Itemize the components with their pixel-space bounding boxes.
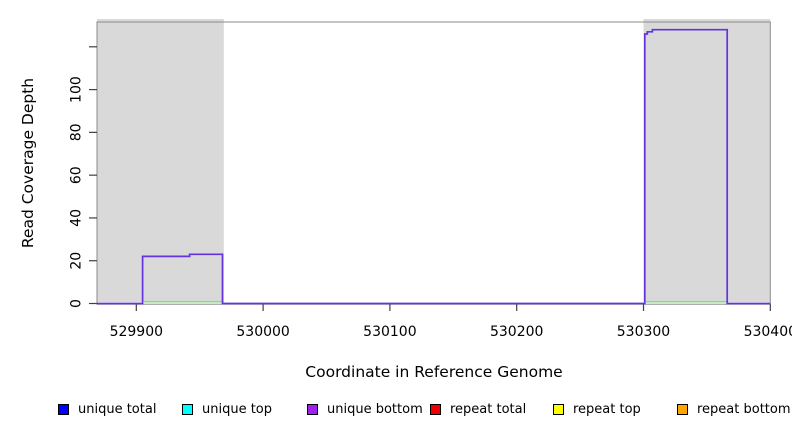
- legend-swatch-icon: [430, 403, 441, 415]
- y-tick-label: 0: [69, 299, 85, 308]
- y-tick-label: 40: [69, 209, 85, 227]
- x-tick-label: 530100: [363, 324, 416, 340]
- x-tick-label: 530000: [236, 324, 289, 340]
- legend-item-repeat-top: repeat top: [553, 401, 641, 417]
- repeat-region-bands: [97, 19, 771, 302]
- x-axis-title: Coordinate in Reference Genome: [305, 363, 562, 381]
- legend-swatch-icon: [307, 403, 318, 415]
- legend-swatch-icon: [677, 403, 688, 415]
- x-tick-label: 530200: [490, 324, 543, 340]
- y-tick-label: 20: [69, 252, 85, 270]
- legend-label: repeat total: [450, 401, 527, 417]
- legend-item-repeat-total: repeat total: [430, 401, 526, 417]
- y-tick-label: 80: [69, 123, 85, 141]
- x-tick-label: 530400: [744, 324, 792, 340]
- y-tick-label: 60: [69, 166, 85, 184]
- coverage-series: [97, 28, 771, 305]
- legend: unique total unique top unique bottom repea…: [0, 401, 792, 425]
- legend-item-unique-top: unique top: [182, 401, 272, 417]
- legend-label: unique top: [202, 401, 273, 417]
- repeat-band: [643, 19, 771, 302]
- y-tick-label: 100: [69, 76, 85, 103]
- x-tick-label: 529900: [110, 324, 163, 340]
- legend-swatch-icon: [553, 403, 564, 415]
- y-axis-title: Read Coverage Depth: [19, 78, 37, 248]
- x-axis: 529900 530000 530100 530200 530300 530400: [110, 304, 792, 340]
- legend-swatch-icon: [58, 403, 69, 415]
- repeat-band: [97, 19, 224, 302]
- legend-label: unique total: [78, 401, 157, 417]
- legend-label: repeat bottom: [697, 401, 791, 417]
- legend-item-repeat-bottom: repeat bottom: [677, 401, 791, 417]
- y-axis: 0 20 40 60 80 100: [69, 46, 97, 308]
- unique-coverage-line: [97, 28, 771, 305]
- legend-item-unique-total: unique total: [58, 401, 156, 417]
- x-tick-label: 530300: [617, 324, 670, 340]
- legend-label: unique bottom: [327, 401, 423, 417]
- legend-item-unique-bottom: unique bottom: [307, 401, 423, 417]
- legend-swatch-icon: [182, 403, 193, 415]
- legend-label: repeat top: [573, 401, 641, 417]
